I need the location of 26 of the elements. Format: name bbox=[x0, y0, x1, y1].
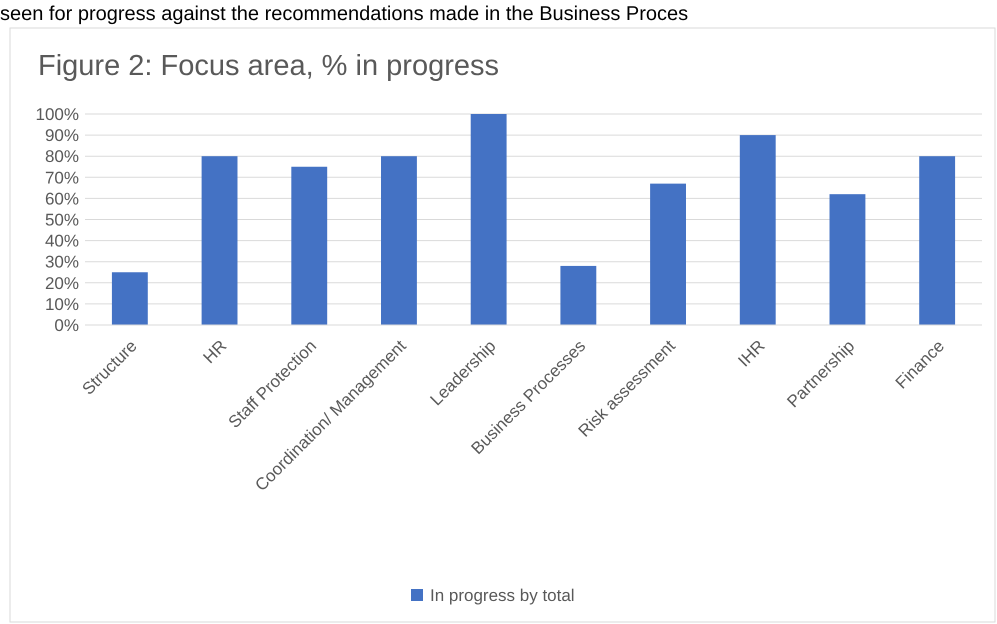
bar bbox=[470, 114, 507, 325]
y-tick-label: 60% bbox=[44, 189, 79, 208]
bar bbox=[830, 194, 866, 325]
text: seen for progress against the recommendations made in the Business Proces bbox=[0, 3, 688, 25]
bar bbox=[291, 166, 328, 325]
y-tick-label: 100% bbox=[36, 104, 79, 124]
bar bbox=[740, 135, 776, 325]
bar bbox=[202, 156, 238, 325]
bar bbox=[560, 266, 596, 325]
legend-label: In progress by total bbox=[430, 586, 575, 605]
y-tick-label: 10% bbox=[44, 294, 79, 314]
x-tick-label: HR bbox=[200, 336, 230, 368]
x-tick-label: IHR bbox=[734, 336, 769, 371]
chart-title: Figure 2: Focus area, % in progress bbox=[38, 50, 499, 82]
y-tick-label: 90% bbox=[44, 126, 79, 146]
bar bbox=[381, 156, 417, 325]
bar bbox=[650, 184, 686, 325]
y-tick-label: 50% bbox=[44, 210, 79, 230]
y-tick-label: 20% bbox=[44, 274, 79, 293]
y-tick-label: 0% bbox=[54, 316, 79, 335]
y-tick-label: 80% bbox=[44, 147, 79, 166]
bar bbox=[112, 272, 148, 325]
bar bbox=[919, 156, 956, 325]
y-tick-label: 70% bbox=[44, 168, 79, 188]
y-tick-label: 30% bbox=[44, 252, 79, 272]
y-tick-label: 40% bbox=[44, 232, 79, 251]
